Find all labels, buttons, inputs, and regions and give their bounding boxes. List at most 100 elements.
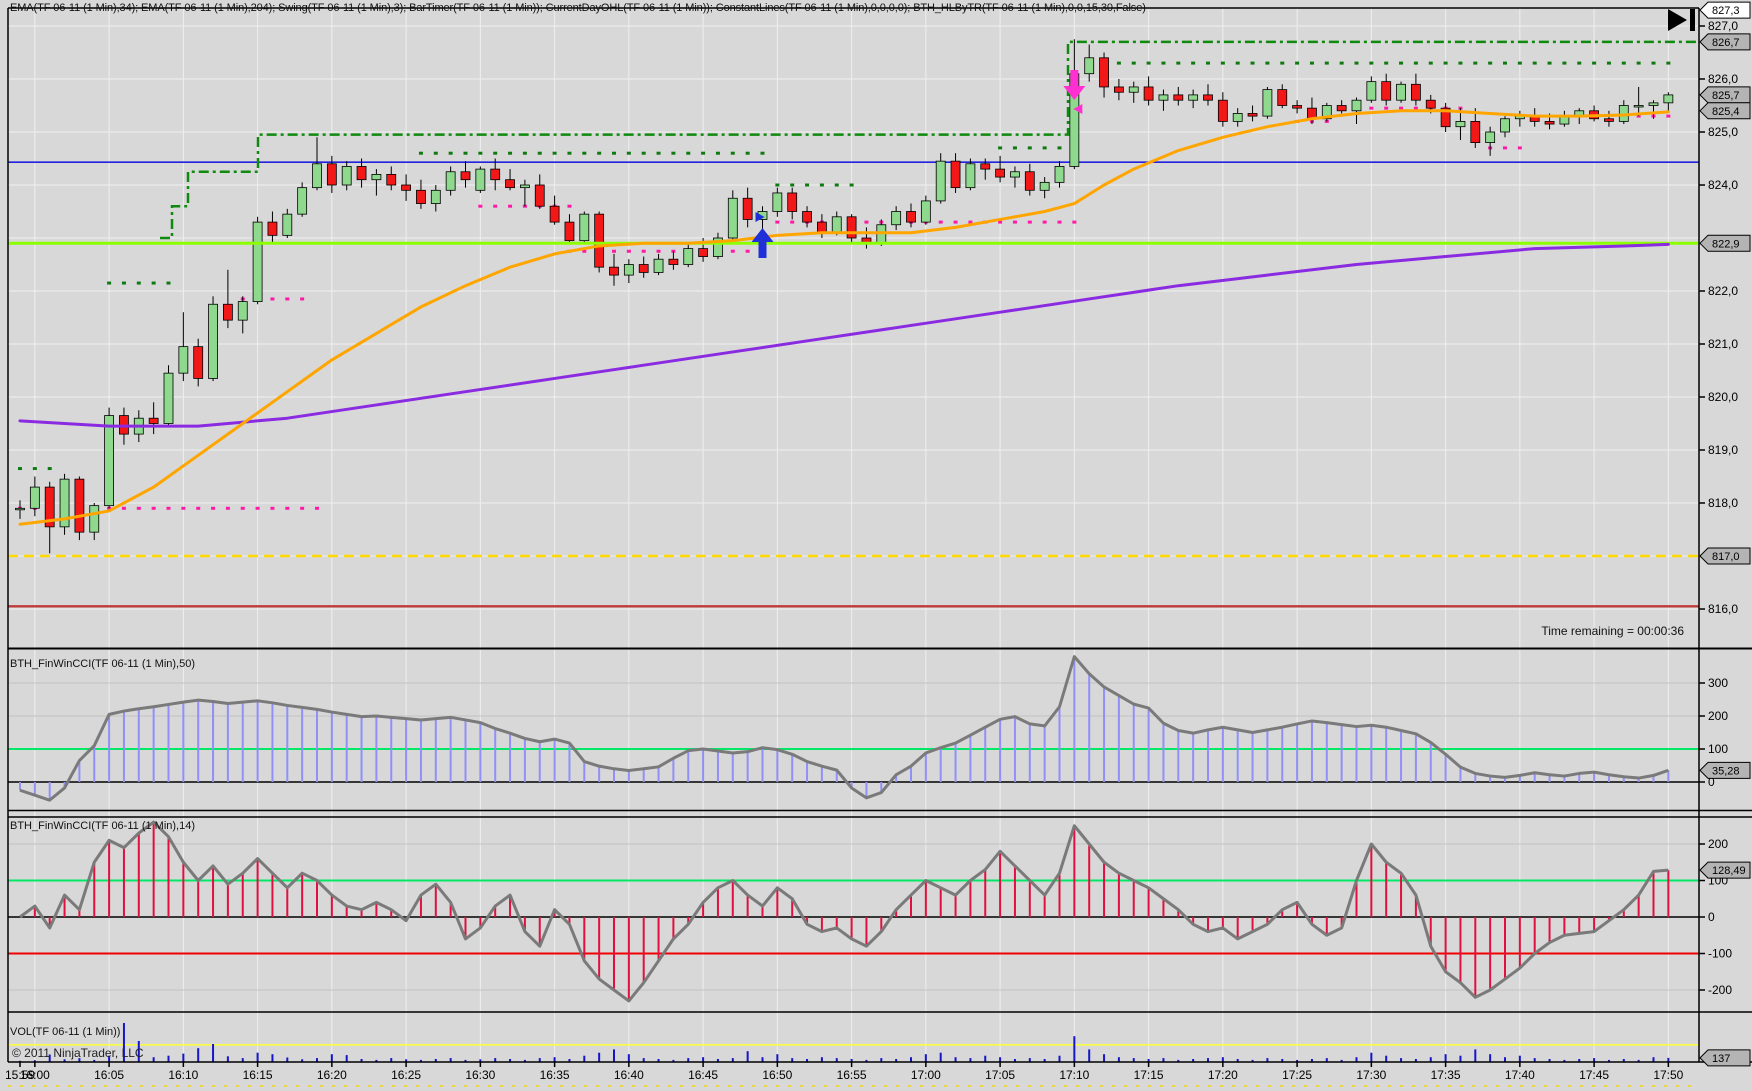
clipC1-outline xyxy=(19,655,1669,802)
candle xyxy=(1425,99,1436,109)
candle xyxy=(1351,99,1362,112)
svg-text:819,0: 819,0 xyxy=(1708,443,1738,457)
candle xyxy=(326,163,337,186)
svg-text:-200: -200 xyxy=(1708,983,1732,997)
candle xyxy=(772,192,783,212)
svg-text:35,28: 35,28 xyxy=(1712,765,1740,777)
price-tag xyxy=(1699,102,1751,120)
price-tag xyxy=(1699,1,1751,19)
sell-triangle-icon xyxy=(1073,104,1083,114)
price-panel[interactable] xyxy=(8,25,1699,610)
svg-text:15:59: 15:59 xyxy=(5,1068,35,1082)
svg-text:16:10: 16:10 xyxy=(168,1068,198,1082)
svg-text:826,0: 826,0 xyxy=(1708,72,1738,86)
candle xyxy=(683,248,694,265)
candle xyxy=(1411,83,1421,101)
candle xyxy=(1173,94,1184,101)
candle xyxy=(950,160,961,189)
cci50-panel-title: BTH_FinWinCCI(TF 06-11 (1 Min),50) xyxy=(10,658,195,670)
candle xyxy=(371,173,382,181)
candle xyxy=(1188,94,1199,101)
candle xyxy=(1648,102,1659,106)
candle xyxy=(520,184,530,189)
candle xyxy=(1455,121,1466,128)
go-to-last-icon[interactable] xyxy=(1668,9,1695,31)
volume-panel-title: VOL(TF 06-11 (1 Min)) xyxy=(10,1026,121,1038)
candle xyxy=(594,213,605,268)
svg-text:17:05: 17:05 xyxy=(985,1068,1015,1082)
candle xyxy=(742,197,753,220)
candle xyxy=(1114,86,1124,93)
svg-text:17:45: 17:45 xyxy=(1579,1068,1609,1082)
candle xyxy=(475,168,486,191)
svg-text:825,0: 825,0 xyxy=(1708,125,1738,139)
candle xyxy=(1663,94,1674,104)
candle xyxy=(1054,166,1065,183)
svg-text:16:40: 16:40 xyxy=(614,1068,644,1082)
svg-text:0: 0 xyxy=(1708,910,1715,924)
svg-text:16:55: 16:55 xyxy=(837,1068,867,1082)
candle xyxy=(1247,113,1258,117)
price-axis[interactable]: 827,0 826,0 825,0 824,0 822,0 821,0 820,0 819,0… xyxy=(1699,1,1751,1067)
cci14-panel-title: BTH_FinWinCCI(TF 06-11 (1 Min),14) xyxy=(10,820,195,832)
svg-text:137: 137 xyxy=(1712,1053,1730,1065)
candle xyxy=(297,187,308,215)
panel-frame xyxy=(7,7,1752,1087)
candle xyxy=(638,264,649,273)
clipC2-panel[interactable] xyxy=(8,820,1699,1003)
svg-text:128,49: 128,49 xyxy=(1712,865,1746,877)
svg-text:16:15: 16:15 xyxy=(243,1068,273,1082)
svg-text:17:40: 17:40 xyxy=(1505,1068,1535,1082)
candle xyxy=(846,216,857,239)
candle xyxy=(163,372,174,424)
candle xyxy=(564,221,575,242)
svg-text:17:10: 17:10 xyxy=(1059,1068,1089,1082)
candle xyxy=(74,478,85,533)
svg-text:825,4: 825,4 xyxy=(1712,106,1740,118)
svg-text:818,0: 818,0 xyxy=(1708,496,1738,510)
cci50-value-tag xyxy=(1699,761,1751,779)
svg-text:824,0: 824,0 xyxy=(1708,178,1738,192)
candle xyxy=(920,200,931,223)
svg-text:17:35: 17:35 xyxy=(1431,1068,1461,1082)
candle xyxy=(15,507,25,511)
candles xyxy=(15,39,1674,554)
candle xyxy=(1633,105,1644,108)
candle xyxy=(935,160,946,202)
candle xyxy=(1024,171,1035,191)
svg-text:16:30: 16:30 xyxy=(465,1068,495,1082)
candle xyxy=(267,221,278,236)
candle xyxy=(237,301,248,321)
candle xyxy=(1500,118,1510,133)
svg-text:200: 200 xyxy=(1708,837,1728,851)
svg-text:817,0: 817,0 xyxy=(1712,551,1740,563)
candle xyxy=(1396,83,1406,101)
volume-value-tag xyxy=(1699,1049,1751,1067)
candle xyxy=(713,237,723,257)
candle xyxy=(341,166,352,186)
candle xyxy=(653,258,664,273)
candle xyxy=(579,213,590,242)
svg-text:820,0: 820,0 xyxy=(1708,390,1738,404)
candle xyxy=(89,505,100,533)
svg-text:816,0: 816,0 xyxy=(1708,602,1738,616)
candle xyxy=(252,221,263,303)
candle xyxy=(104,415,114,507)
svg-text:17:00: 17:00 xyxy=(911,1068,941,1082)
candle xyxy=(59,478,70,528)
clipC1-panel[interactable] xyxy=(8,655,1699,802)
candle xyxy=(401,184,412,191)
candle xyxy=(609,266,619,276)
svg-text:17:15: 17:15 xyxy=(1134,1068,1164,1082)
candle xyxy=(1039,181,1050,191)
svg-text:16:45: 16:45 xyxy=(688,1068,718,1082)
candle xyxy=(208,303,218,379)
swing-high-dots xyxy=(18,61,1671,471)
candle xyxy=(1084,57,1095,75)
candle xyxy=(980,163,991,170)
cci14-value-tag xyxy=(1699,861,1751,879)
candle xyxy=(1143,86,1154,101)
